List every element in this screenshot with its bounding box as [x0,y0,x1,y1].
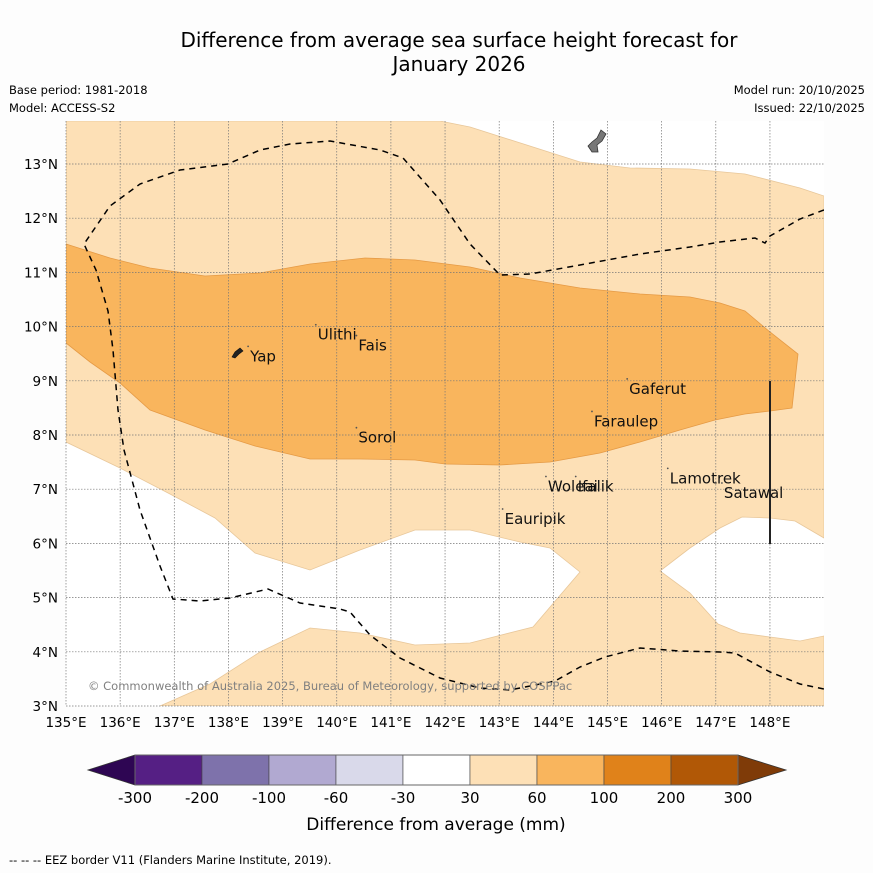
latitude-tick-label: 6°N [33,536,58,552]
place-label-eauripik: Eauripik [505,510,566,528]
colorbar-swatch [603,754,672,786]
place-marker [721,482,723,484]
latitude-tick-label: 7°N [33,482,58,498]
place-marker [247,345,250,348]
place-label-lamotrek: Lamotrek [670,469,741,487]
copyright-notice: © Commonwealth of Australia 2025, Bureau… [88,679,572,693]
meta-left: Base period: 1981-2018 Model: ACCESS-S2 [9,81,148,117]
place-label-ifalik: Ifalik [578,477,614,495]
longitude-ticks: 135°E 136°E 137°E 138°E 139°E 140°E 141°E 142°E… [45,715,790,731]
place-marker [355,426,358,429]
title-line-1: Difference from average sea surface heig… [180,28,738,52]
latitude-tick-label: 11°N [24,265,58,281]
longitude-tick-label: 145°E [587,715,628,731]
latitude-ticks: 3°N 4°N 5°N 6°N 7°N 8°N 9°N 10°N 11°N 12°N 13°N [24,157,58,715]
colorbar-tick-label: -100 [252,789,286,807]
yap-island [231,347,244,359]
meta-right: Model run: 20/10/2025 Issued: 22/10/2025 [734,81,865,117]
model-name: Model: ACCESS-S2 [9,101,116,115]
place-label-ulithi: Ulithi [318,326,357,344]
colorbar: -300 -200 -100 -60 -30 30 60 100 200 300 [86,754,788,807]
longitude-tick-label: 142°E [425,715,466,731]
graticule [65,121,824,707]
model-run: Model run: 20/10/2025 [733,83,865,97]
place-label-faraulep: Faraulep [594,412,658,430]
place-marker [501,508,504,510]
colorbar-outline [134,754,739,786]
place-label-yap: Yap [249,347,276,365]
longitude-tick-label: 138°E [208,715,249,731]
longitude-tick-label: 136°E [100,715,141,731]
longitude-tick-label: 135°E [45,715,86,731]
place-label-sorol: Sorol [358,429,396,447]
latitude-tick-label: 12°N [24,211,58,227]
issued-date: Issued: 22/10/2025 [754,101,865,115]
colorbar-tick-label: 30 [460,789,479,807]
place-label-gaferut: Gaferut [629,380,686,398]
page-title: Difference from average sea surface heig… [0,28,873,76]
colorbar-swatch [268,754,337,786]
longitude-tick-label: 143°E [479,715,520,731]
place-label-satawal: Satawal [724,484,783,502]
guam-island [587,129,607,153]
longitude-tick-label: 147°E [695,715,736,731]
colorbar-swatch [402,754,471,786]
colorbar-tick-label: 200 [657,789,686,807]
place-marker [666,467,669,470]
latitude-tick-label: 3°N [33,699,58,715]
place-marker [314,323,317,326]
colorbar-tick-label: -30 [391,789,416,807]
place-marker [545,475,547,478]
colorbar-swatch [335,754,404,786]
longitude-tick-label: 146°E [641,715,682,731]
longitude-tick-label: 144°E [533,715,574,731]
colorbar-swatch [134,754,203,786]
place-marker [355,334,358,337]
latitude-tick-label: 13°N [24,157,58,173]
colorbar-extend-low [86,754,136,786]
latitude-tick-label: 5°N [33,591,58,607]
longitude-tick-label: 148°E [749,715,790,731]
colorbar-swatch [670,754,739,786]
latitude-tick-label: 8°N [33,428,58,444]
colorbar-swatch [201,754,270,786]
colorbar-extend-high [737,754,788,786]
colorbar-swatch [536,754,605,786]
longitude-tick-label: 139°E [262,715,303,731]
colorbar-tick-label: -60 [324,789,349,807]
longitude-tick-label: 141°E [370,715,411,731]
latitude-tick-label: 4°N [33,645,58,661]
longitude-tick-label: 140°E [316,715,357,731]
eez-border-west [83,140,824,691]
colorbar-swatch [469,754,538,786]
colorbar-tick-label: 300 [724,789,753,807]
title-line-2: January 2026 [392,52,526,76]
place-marker [591,410,593,413]
eez-legend-footnote: -- -- -- EEZ border V11 (Flanders Marine… [9,853,332,867]
latitude-tick-label: 9°N [33,374,58,390]
longitude-tick-label: 137°E [154,715,195,731]
latitude-tick-label: 10°N [24,320,58,336]
colorbar-tick-label: -200 [185,789,219,807]
place-marker [626,378,629,380]
colorbar-tick-label: 100 [590,789,619,807]
colorbar-tick-label: 60 [527,789,546,807]
place-label-fais: Fais [358,337,387,355]
base-period: Base period: 1981-2018 [9,83,148,97]
colorbar-label: Difference from average (mm) [306,815,565,835]
place-label-woleai: Woleai [548,477,598,495]
place-marker [574,475,577,478]
colorbar-tick-label: -300 [118,789,152,807]
